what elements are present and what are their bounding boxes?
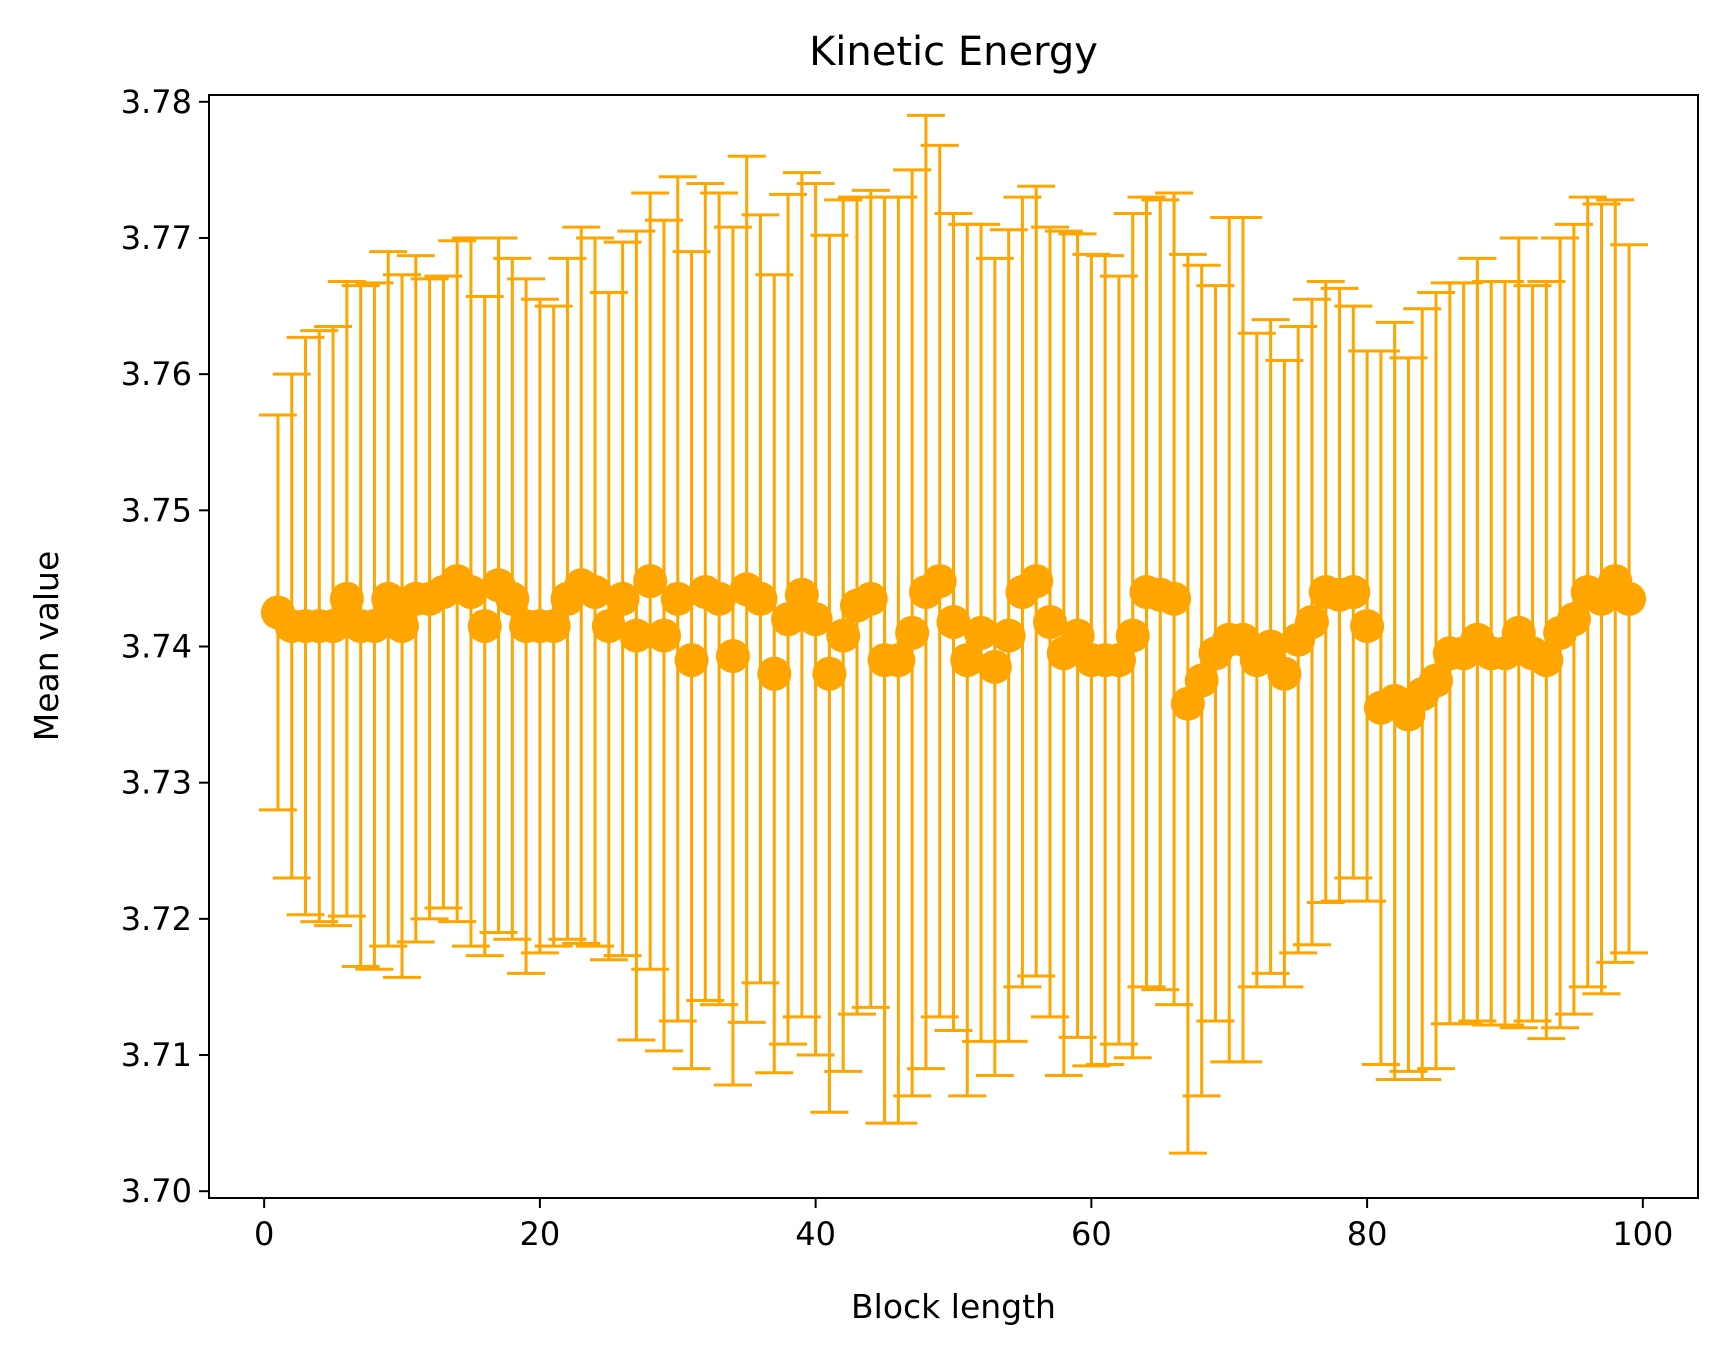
data-point — [357, 609, 392, 644]
data-point — [591, 609, 626, 644]
y-tick-label: 3.74 — [121, 628, 192, 666]
y-axis-label: Mean value — [27, 551, 66, 742]
data-point — [1612, 581, 1647, 616]
data-point — [371, 581, 406, 616]
data-point — [715, 639, 750, 674]
data-point — [1556, 602, 1591, 637]
data-point — [605, 581, 640, 616]
data-point — [385, 609, 420, 644]
data-point — [977, 649, 1012, 684]
data-point — [1294, 604, 1329, 639]
data-point — [950, 643, 985, 678]
data-point — [467, 609, 502, 644]
data-point — [1350, 609, 1385, 644]
x-tick-label: 60 — [1071, 1215, 1112, 1253]
data-point — [1184, 663, 1219, 698]
y-tick-label: 3.75 — [121, 491, 192, 529]
data-point — [1336, 575, 1371, 610]
y-tick-label: 3.78 — [121, 83, 192, 121]
data-point — [495, 581, 530, 616]
data-point — [674, 643, 709, 678]
y-tick-label: 3.72 — [121, 900, 192, 938]
y-tick-label: 3.77 — [121, 219, 192, 257]
x-tick-label: 100 — [1612, 1215, 1673, 1253]
data-point — [316, 609, 351, 644]
data-point — [798, 602, 833, 637]
data-point — [826, 618, 861, 653]
data-point — [660, 581, 695, 616]
data-point — [1157, 581, 1192, 616]
data-point — [1529, 643, 1564, 678]
x-tick-label: 40 — [795, 1215, 836, 1253]
data-point — [812, 656, 847, 691]
y-tick-label: 3.76 — [121, 355, 192, 393]
data-point — [964, 615, 999, 650]
data-point — [853, 581, 888, 616]
data-point — [757, 656, 792, 691]
y-tick-label: 3.70 — [121, 1172, 192, 1210]
data-point — [881, 643, 916, 678]
x-tick-label: 80 — [1347, 1215, 1388, 1253]
y-axis-ticks: 3.70 3.71 3.72 3.73 3.74 3.75 3.76 3.77 3.78 — [121, 83, 209, 1210]
data-point — [1115, 618, 1150, 653]
data-point — [922, 564, 957, 599]
data-point — [702, 581, 737, 616]
data-point — [991, 618, 1026, 653]
data-point — [895, 615, 930, 650]
data-point — [453, 575, 488, 610]
chart-title: Kinetic Energy — [809, 29, 1098, 75]
data-point — [936, 604, 971, 639]
data-points — [260, 564, 1647, 732]
data-point — [578, 575, 613, 610]
x-tick-label: 0 — [254, 1215, 274, 1253]
y-tick-label: 3.71 — [121, 1036, 192, 1074]
data-point — [1019, 564, 1054, 599]
data-point — [1033, 604, 1068, 639]
data-point — [1419, 663, 1454, 698]
data-point — [646, 618, 681, 653]
x-axis-ticks: 0 20 40 60 80 100 — [254, 1198, 1673, 1253]
data-point — [329, 581, 364, 616]
y-tick-label: 3.73 — [121, 764, 192, 802]
data-point — [536, 609, 571, 644]
data-point — [619, 618, 654, 653]
data-point — [1267, 656, 1302, 691]
data-point — [1253, 629, 1288, 664]
x-tick-label: 20 — [520, 1215, 561, 1253]
x-axis-label: Block length — [851, 1287, 1056, 1326]
data-point — [633, 564, 668, 599]
data-point — [743, 581, 778, 616]
